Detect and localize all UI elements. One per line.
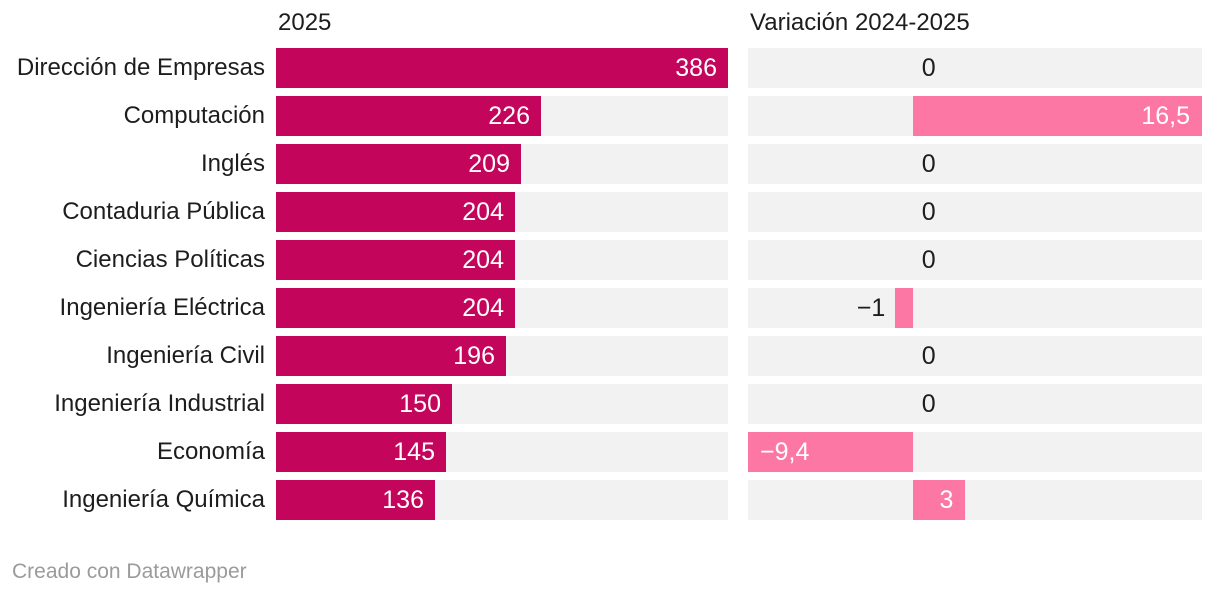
bar-value-2025: 386 [675,54,717,82]
bar-2025[interactable] [276,240,515,280]
bar-track-2025: 226 [276,96,728,136]
bar-value-2025: 209 [468,150,510,178]
bar-value-2025: 226 [488,102,530,130]
bar-value-variation: 0 [921,342,936,370]
bar-track-2025: 386 [276,48,728,88]
bar-value-variation: 0 [921,246,936,274]
bar-track-2025: 204 [276,240,728,280]
bar-2025[interactable] [276,384,452,424]
row-label: Ingeniería Civil [106,342,265,369]
bar-2025[interactable] [276,48,728,88]
bar-2025[interactable] [276,336,506,376]
bar-track-2025: 196 [276,336,728,376]
column-header-2025: 2025 [278,9,332,36]
bar-value-2025: 204 [462,294,504,322]
bar-track-2025: 204 [276,288,728,328]
bar-variation[interactable] [912,96,1202,136]
bar-value-2025: 145 [393,438,435,466]
bar-value-variation: 16,5 [1141,102,1190,130]
bar-variation[interactable] [912,480,966,520]
attribution-link[interactable]: Creado con Datawrapper [12,560,247,583]
bar-track-2025: 145 [276,432,728,472]
bar-track-variation: 3 [748,480,1202,520]
bar-track-variation: 0 [748,240,1202,280]
column-header-variacion: Variación 2024-2025 [750,9,970,36]
bar-value-2025: 196 [453,342,495,370]
bar-2025[interactable] [276,432,446,472]
bar-track-2025: 150 [276,384,728,424]
bar-value-2025: 150 [399,390,441,418]
bar-value-variation: −1 [856,294,886,322]
bar-variation[interactable] [748,432,913,472]
bar-value-2025: 204 [462,198,504,226]
bar-track-variation: 16,5 [748,96,1202,136]
bar-value-variation: 0 [921,150,936,178]
row-label: Ciencias Políticas [75,246,265,273]
bar-value-variation: −9,4 [760,438,810,466]
bar-value-2025: 204 [462,246,504,274]
bar-track-variation: 0 [748,336,1202,376]
bar-2025[interactable] [276,288,515,328]
bar-2025[interactable] [276,96,541,136]
bar-2025[interactable] [276,144,521,184]
bar-value-variation: 0 [921,390,936,418]
bar-track-variation: −9,4 [748,432,1202,472]
row-label: Dirección de Empresas [16,54,265,81]
bar-track-variation: 0 [748,144,1202,184]
bar-value-variation: 0 [921,54,936,82]
bar-track-variation: 0 [748,192,1202,232]
bar-value-2025: 136 [382,486,424,514]
bar-value-variation: 3 [939,486,954,514]
bar-track-2025: 209 [276,144,728,184]
row-label: Contaduria Pública [62,198,265,225]
bar-2025[interactable] [276,192,515,232]
row-label: Ingeniería Industrial [54,390,265,417]
row-label: Computación [123,102,265,129]
bar-track-2025: 204 [276,192,728,232]
bar-variation[interactable] [895,288,913,328]
row-label: Ingeniería Eléctrica [59,294,265,321]
row-label: Ingeniería Química [62,486,265,513]
row-label: Economía [156,438,265,465]
bar-track-variation: 0 [748,48,1202,88]
bar-track-variation: 0 [748,384,1202,424]
bar-track-variation: −1 [748,288,1202,328]
bar-value-variation: 0 [921,198,936,226]
bar-2025[interactable] [276,480,435,520]
bar-track-2025: 136 [276,480,728,520]
row-label: Inglés [200,150,265,177]
